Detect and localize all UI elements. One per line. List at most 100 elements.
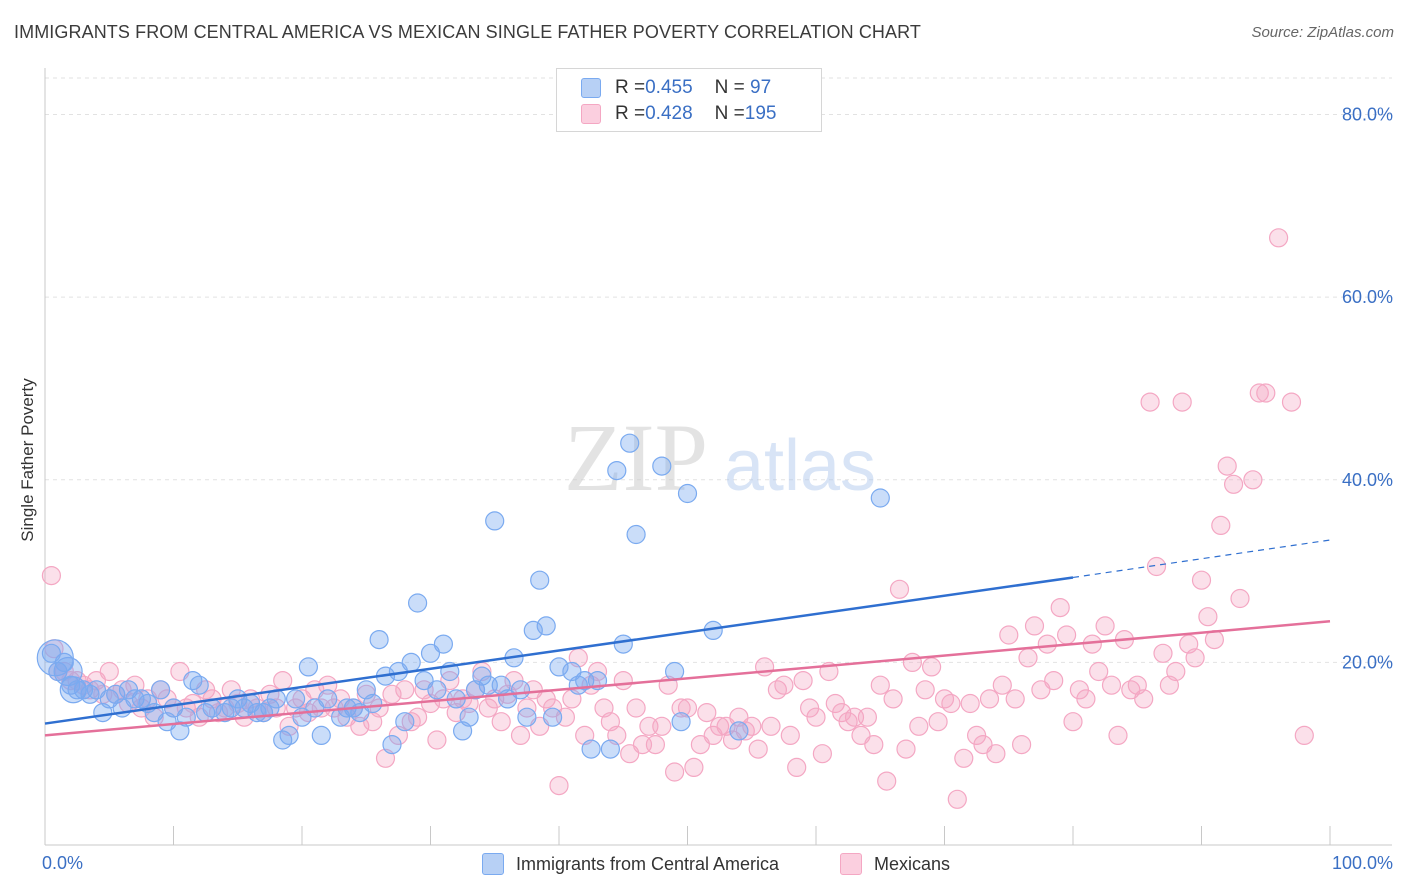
data-point	[427, 730, 447, 750]
data-point	[1076, 689, 1096, 709]
data-point	[395, 712, 415, 732]
data-point	[1050, 597, 1070, 618]
watermark: ZIP atlas	[564, 404, 876, 511]
data-point	[877, 771, 897, 791]
chart-title: IMMIGRANTS FROM CENTRAL AMERICA VS MEXIC…	[14, 22, 922, 42]
data-point	[664, 762, 685, 782]
data-point	[1011, 734, 1032, 755]
data-point	[395, 680, 415, 700]
legend-row-mexicans: R = 0.428 N = 195	[581, 103, 776, 125]
legend-r-value: 0.455	[645, 77, 693, 98]
legend-n-value: 195	[744, 103, 777, 124]
data-point	[1223, 474, 1244, 494]
data-point	[947, 789, 967, 809]
data-point	[992, 675, 1012, 695]
data-point	[652, 716, 672, 736]
data-point	[793, 670, 813, 691]
data-point	[1063, 712, 1083, 732]
watermark-atlas: atlas	[724, 426, 876, 506]
x-tick-label: 0.0%	[42, 853, 83, 873]
legend-r-value: 0.428	[645, 103, 693, 124]
trend-line-mexicans	[44, 620, 1331, 737]
data-point	[870, 675, 890, 695]
legend-swatch-blue	[581, 78, 601, 98]
data-point	[626, 524, 646, 545]
data-point	[774, 675, 794, 695]
source-label: Source: ZipAtlas.com	[1251, 24, 1394, 41]
data-point	[1166, 661, 1186, 682]
data-point	[709, 716, 730, 736]
data-point	[1198, 607, 1218, 627]
y-tick-label: 40.0%	[1342, 470, 1393, 490]
data-point	[999, 625, 1019, 645]
data-point	[59, 676, 87, 704]
data-point	[1108, 725, 1128, 746]
y-tick-label: 20.0%	[1342, 652, 1393, 672]
data-point	[954, 748, 974, 768]
legend-row-central-america: R = 0.455 N = 97	[581, 77, 771, 99]
data-point	[915, 680, 935, 700]
data-point	[607, 461, 627, 481]
data-point	[1230, 588, 1250, 609]
data-point	[902, 652, 923, 673]
watermark-zip: ZIP	[564, 404, 708, 511]
data-point	[941, 693, 961, 714]
data-point	[41, 565, 62, 586]
data-point	[671, 712, 691, 732]
data-point	[780, 725, 800, 746]
data-point	[1018, 648, 1038, 668]
data-point	[408, 593, 428, 613]
data-point	[363, 693, 383, 714]
data-point	[369, 629, 389, 650]
y-axis-label: Single Father Poverty	[18, 378, 37, 542]
data-point	[1211, 515, 1231, 536]
data-point	[427, 680, 447, 700]
legend-n-label: N =	[714, 77, 745, 98]
data-point	[382, 684, 402, 704]
data-point	[883, 689, 903, 709]
data-point	[189, 675, 209, 695]
data-point	[986, 744, 1006, 764]
data-point	[298, 657, 318, 677]
data-point	[536, 616, 556, 636]
x-tick-label: 100.0%	[1332, 853, 1393, 873]
data-point	[960, 693, 980, 714]
data-point	[806, 707, 826, 727]
data-point	[151, 680, 171, 700]
data-point	[729, 721, 749, 741]
bottom-legend-swatch-pink	[840, 853, 862, 875]
data-point	[787, 757, 807, 778]
legend-swatch-pink	[581, 104, 601, 124]
data-point	[99, 661, 119, 682]
data-point	[581, 739, 601, 759]
data-point	[1256, 383, 1276, 403]
grid-lines	[45, 77, 1392, 663]
data-point	[1095, 616, 1115, 636]
data-point	[896, 739, 916, 759]
data-point	[645, 734, 666, 755]
y-tick-label: 80.0%	[1342, 105, 1393, 125]
data-point	[761, 716, 781, 736]
data-point	[459, 707, 479, 727]
data-point	[928, 712, 948, 732]
bottom-legend-label: Immigrants from Central America	[516, 853, 780, 874]
legend-n-value: 97	[744, 77, 772, 98]
data-point	[1044, 670, 1064, 691]
data-point	[748, 739, 768, 759]
data-point	[1146, 556, 1167, 577]
data-point	[273, 670, 293, 691]
data-point	[857, 707, 878, 727]
data-point	[600, 739, 621, 759]
data-point	[311, 725, 331, 746]
legend: R = 0.455 N = 97 R = 0.428 N = 195	[556, 68, 822, 132]
data-point	[677, 483, 698, 504]
data-point	[1268, 228, 1289, 248]
bottom-legend-swatch-blue	[482, 853, 504, 875]
data-point	[1243, 470, 1263, 490]
data-point	[1249, 383, 1269, 403]
data-point	[420, 643, 441, 663]
data-point	[1185, 648, 1205, 668]
data-point	[1217, 456, 1237, 476]
data-point	[530, 570, 550, 590]
